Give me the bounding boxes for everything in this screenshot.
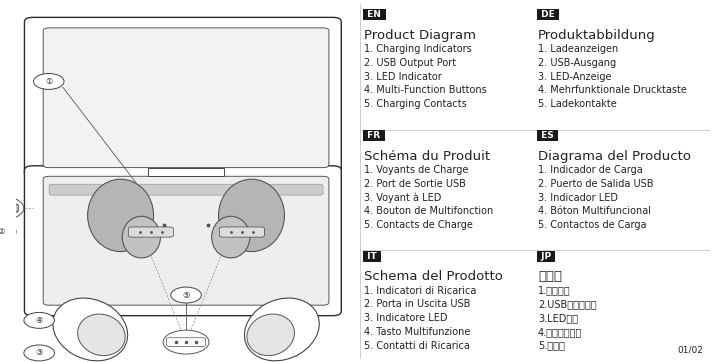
Text: 1. Ladeanzeigen: 1. Ladeanzeigen: [538, 44, 618, 54]
Text: 2. Porta in Uscita USB: 2. Porta in Uscita USB: [364, 299, 474, 310]
Text: 3. LED-Anzeige: 3. LED-Anzeige: [538, 72, 612, 82]
Text: 2. Port de Sortie USB: 2. Port de Sortie USB: [364, 179, 466, 189]
Ellipse shape: [53, 298, 127, 361]
FancyBboxPatch shape: [25, 166, 341, 316]
Ellipse shape: [245, 298, 319, 361]
Text: 4. Multi-Function Buttons: 4. Multi-Function Buttons: [364, 85, 487, 96]
Text: 2.USB出力ポート: 2.USB出力ポート: [538, 299, 597, 310]
Text: ES: ES: [538, 131, 557, 140]
Text: 4. Tasto Multifunzione: 4. Tasto Multifunzione: [364, 327, 471, 337]
Text: 5. Contatti di Ricarica: 5. Contatti di Ricarica: [364, 341, 471, 351]
Text: Diagrama del Producto: Diagrama del Producto: [538, 150, 691, 163]
Circle shape: [0, 224, 16, 240]
FancyBboxPatch shape: [148, 168, 224, 176]
Text: ②: ②: [0, 227, 4, 236]
Text: 01/02: 01/02: [678, 346, 703, 355]
Text: 4. Bouton de Multifonction: 4. Bouton de Multifonction: [364, 206, 494, 216]
Text: IT: IT: [364, 252, 380, 261]
Ellipse shape: [219, 179, 285, 252]
Text: 4.多機能ボタン: 4.多機能ボタン: [538, 327, 582, 337]
Text: 3.LED表示: 3.LED表示: [538, 313, 578, 323]
Text: 5. Ladekontakte: 5. Ladekontakte: [538, 99, 617, 109]
FancyBboxPatch shape: [25, 17, 341, 178]
Circle shape: [0, 196, 24, 220]
Text: 1.充電表示: 1.充電表示: [538, 286, 571, 296]
Text: DE: DE: [538, 10, 558, 19]
Text: Schema del Prodotto: Schema del Prodotto: [364, 270, 503, 283]
Text: 1. Indicador de Carga: 1. Indicador de Carga: [538, 165, 646, 175]
Text: 3. Voyant à LED: 3. Voyant à LED: [364, 193, 442, 203]
Text: 1. Indicatori di Ricarica: 1. Indicatori di Ricarica: [364, 286, 477, 296]
FancyBboxPatch shape: [219, 227, 264, 237]
FancyBboxPatch shape: [167, 338, 206, 346]
Circle shape: [24, 312, 54, 328]
FancyBboxPatch shape: [43, 28, 329, 168]
Circle shape: [33, 73, 64, 89]
FancyBboxPatch shape: [0, 204, 18, 212]
Circle shape: [171, 287, 201, 303]
Text: 製品図: 製品図: [538, 270, 562, 283]
Text: 1. Voyants de Charge: 1. Voyants de Charge: [364, 165, 469, 175]
Text: 4. Mehrfunktionale Drucktaste: 4. Mehrfunktionale Drucktaste: [538, 85, 687, 96]
Text: 5. Contacts de Charge: 5. Contacts de Charge: [364, 220, 473, 230]
Text: EN: EN: [364, 10, 384, 19]
Text: 3. Indicador LED: 3. Indicador LED: [538, 193, 618, 203]
FancyBboxPatch shape: [43, 176, 329, 305]
Text: 3. Indicatore LED: 3. Indicatore LED: [364, 313, 448, 323]
Text: 4. Bóton Multifuncional: 4. Bóton Multifuncional: [538, 206, 651, 216]
Text: Product Diagram: Product Diagram: [364, 29, 476, 42]
Ellipse shape: [77, 314, 125, 355]
FancyBboxPatch shape: [49, 184, 323, 195]
Text: 5. Contactos de Carga: 5. Contactos de Carga: [538, 220, 647, 230]
FancyBboxPatch shape: [128, 227, 174, 237]
Text: 2. USB Output Port: 2. USB Output Port: [364, 58, 457, 68]
Text: 2. Puerto de Salida USB: 2. Puerto de Salida USB: [538, 179, 657, 189]
Text: 5. Charging Contacts: 5. Charging Contacts: [364, 99, 467, 109]
Text: FR: FR: [364, 131, 384, 140]
Ellipse shape: [211, 216, 250, 258]
Circle shape: [24, 345, 54, 361]
Ellipse shape: [88, 179, 153, 252]
Text: 1. Charging Indicators: 1. Charging Indicators: [364, 44, 472, 54]
Ellipse shape: [122, 216, 161, 258]
Ellipse shape: [247, 314, 295, 355]
Text: 2. USB-Ausgang: 2. USB-Ausgang: [538, 58, 616, 68]
Text: ⑤: ⑤: [182, 291, 190, 299]
Text: Produktabbildung: Produktabbildung: [538, 29, 656, 42]
Text: ①: ①: [45, 77, 53, 86]
Text: 3. LED Indicator: 3. LED Indicator: [364, 72, 442, 82]
Text: ④: ④: [35, 316, 43, 325]
Circle shape: [163, 330, 209, 354]
Text: 5.充電面: 5.充電面: [538, 341, 565, 351]
Text: JP: JP: [538, 252, 555, 261]
Text: ③: ③: [35, 349, 43, 357]
Text: Schéma du Produit: Schéma du Produit: [364, 150, 491, 163]
